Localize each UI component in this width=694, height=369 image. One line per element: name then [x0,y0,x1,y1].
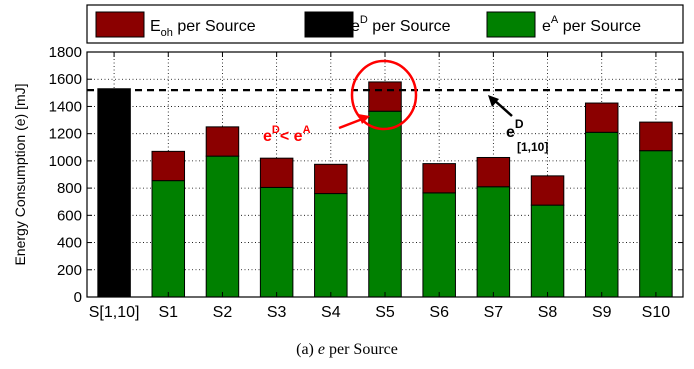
x-tick-label-2: S2 [213,304,233,321]
reference-arrow-shaft [493,99,513,117]
bar-S5-series2 [368,81,402,112]
bar-S4-series2 [314,163,348,195]
y-tick-label-1800: 1800 [49,44,82,61]
x-tick-label-9: S9 [592,304,612,321]
bar-S7-series2 [476,156,511,188]
figure-caption: (a) e per Source [0,341,694,359]
x-tick-label-5: S5 [375,304,395,321]
legend-label-2: eA per Source [542,14,641,35]
y-tick-label-0: 0 [74,289,82,306]
bar-S9-series2 [584,102,619,133]
y-tick-label-600: 600 [57,207,82,224]
y-tick-label-200: 200 [57,262,82,279]
x-tick-label-0: S[1,10] [89,304,140,321]
reference-label: eD [506,117,524,141]
y-tick-label-400: 400 [57,235,82,252]
caption-symbol: e [317,341,325,358]
legend-swatch-0 [95,11,145,38]
comparison-arrow-head [358,114,370,124]
bar-S10-series1 [639,150,673,298]
y-axis-label: Energy Consumption (e) [mJ] [12,83,28,265]
bar-S3-series2 [259,157,294,188]
legend-swatch-1 [304,11,354,38]
caption-suffix: per Source [325,341,398,358]
y-tick-label-800: 800 [57,180,82,197]
bar-S7-series1 [476,186,511,298]
x-tick-label-3: S3 [267,304,287,321]
bar-S110-series0 [97,88,131,298]
bar-S9-series1 [584,131,619,298]
x-tick-label-1: S1 [158,304,178,321]
bar-S2-series2 [205,126,240,157]
x-tick-label-8: S8 [538,304,558,321]
bar-S3-series1 [259,186,294,298]
bar-S8-series2 [530,175,565,206]
y-tick-label-1600: 1600 [49,71,82,88]
legend-label-0: Eoh per Source [150,18,256,39]
caption-prefix: (a) [296,341,318,358]
y-tick-label-1000: 1000 [49,153,82,170]
x-tick-label-4: S4 [321,304,341,321]
reference-label-subscript: [1,10] [517,140,548,154]
energy-chart: 0 200 400 600 800 1000 1200 1400 1600 1800 S[1,10]… [12,4,684,321]
highlight-circle [350,59,418,131]
bar-S10-series2 [639,121,673,152]
y-tick-label-1200: 1200 [49,126,82,143]
bar-S4-series1 [314,193,348,298]
x-tick-label-6: S6 [429,304,449,321]
legend-box [86,4,684,44]
bar-S1-series1 [151,180,186,298]
bar-S1-series2 [151,150,186,182]
legend-label-1: eD per Source [351,14,451,35]
legend-swatch-2 [486,11,536,38]
x-tick-label-7: S7 [484,304,504,321]
bar-S6-series1 [422,192,456,298]
bar-S8-series1 [530,204,565,298]
reference-arrow-head [488,95,499,107]
y-tick-label-1400: 1400 [49,98,82,115]
comparison-label: eD< eA [263,124,311,145]
bar-S2-series1 [205,155,240,298]
bar-S6-series2 [422,163,456,194]
x-tick-label-10: S10 [642,304,671,321]
bar-S5-series1 [368,110,402,298]
